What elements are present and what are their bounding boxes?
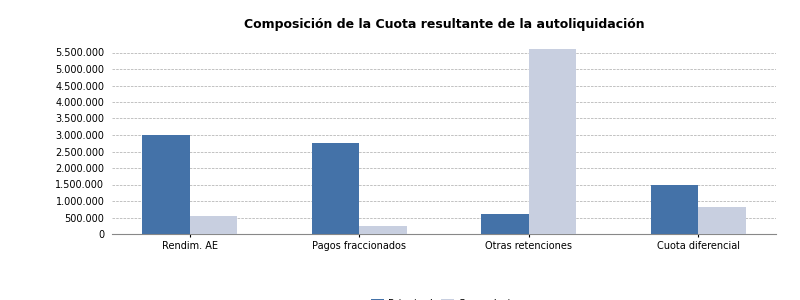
Bar	[190, 216, 237, 234]
Bar	[698, 207, 746, 234]
Bar	[312, 143, 359, 234]
Legend: Principal, Secundaria: Principal, Secundaria	[367, 295, 521, 300]
Bar	[482, 214, 529, 234]
Bar	[142, 135, 190, 234]
Title: Composición de la Cuota resultante de la autoliquidación: Composición de la Cuota resultante de la…	[244, 18, 644, 31]
Bar	[359, 226, 406, 234]
Bar	[651, 184, 698, 234]
Bar	[529, 49, 576, 234]
